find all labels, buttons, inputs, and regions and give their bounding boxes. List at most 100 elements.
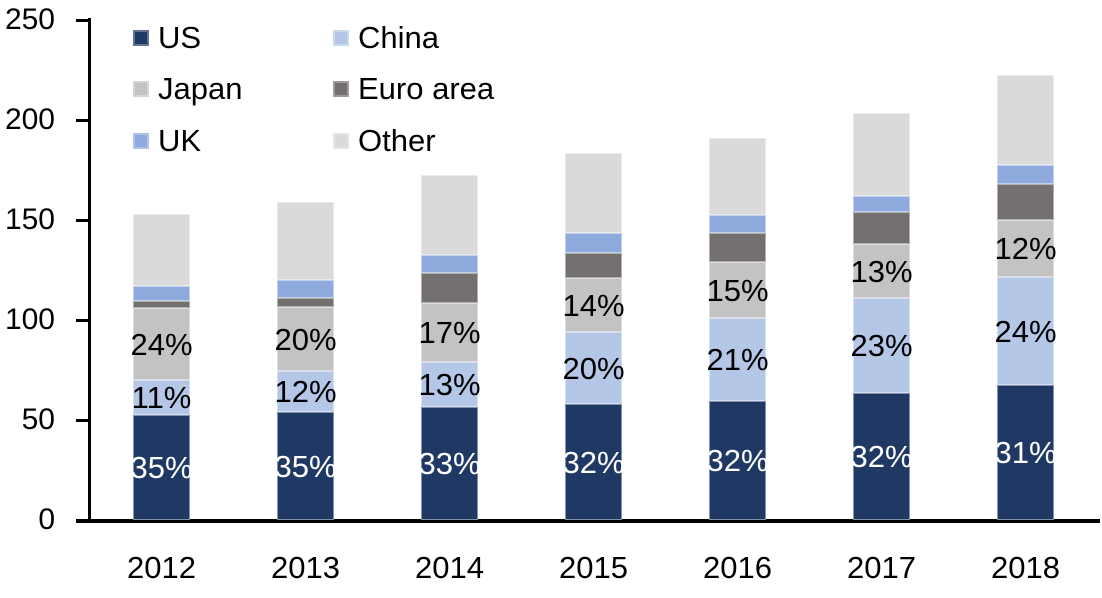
bar-segment-euro-area: [997, 184, 1054, 220]
x-axis-label-2017: 2017: [847, 550, 916, 585]
bar-segment-uk: [997, 165, 1054, 184]
y-axis-tick: [76, 218, 88, 222]
segment-percent-label: 33%: [418, 446, 481, 481]
bar-2018: 31% 24% 12%: [994, 75, 1057, 520]
segment-percent-label: 24%: [130, 326, 193, 362]
bar-segment-us: 32%: [850, 393, 913, 520]
bar-segment-us: 35%: [130, 415, 193, 520]
segment-percent-label: 35%: [274, 448, 337, 484]
y-axis-tick: [76, 18, 88, 22]
bar-segment-uk: [133, 286, 190, 301]
segment-percent-label: 15%: [706, 272, 769, 308]
bar-segment-uk: [565, 233, 622, 253]
legend-label: UK: [158, 123, 202, 158]
legend-swatch-china: [333, 30, 349, 46]
legend-item-euro-area: Euro area: [333, 73, 494, 105]
x-axis-label-2012: 2012: [127, 550, 196, 585]
bar-segment-japan: 14%: [562, 278, 625, 332]
bar-segment-japan: 12%: [994, 220, 1057, 277]
bar-segment-china: 23%: [850, 298, 913, 393]
bar-segment-euro-area: [277, 298, 334, 307]
bar-segment-china: 12%: [274, 371, 337, 412]
segment-percent-label: 13%: [418, 367, 481, 402]
bar-2016: 32% 21% 15%: [706, 138, 769, 520]
segment-percent-label: 31%: [994, 435, 1057, 470]
bar-segment-us: 32%: [706, 401, 769, 520]
bar-segment-other: [565, 153, 622, 233]
segment-percent-label: 24%: [994, 313, 1057, 349]
y-axis-tick-label: 100: [4, 303, 55, 336]
x-axis-label-2016: 2016: [703, 550, 772, 585]
segment-percent-label: 32%: [850, 439, 913, 474]
bar-segment-china: 11%: [131, 380, 192, 415]
segment-percent-label: 23%: [850, 328, 913, 363]
bar-segment-us: 32%: [562, 404, 625, 520]
segment-percent-label: 35%: [130, 450, 193, 485]
legend-item-other: Other: [333, 125, 436, 157]
legend-label: US: [158, 20, 202, 55]
bar-segment-other: [709, 138, 766, 215]
legend-item-us: US: [133, 22, 201, 54]
segment-percent-label: 14%: [562, 287, 625, 323]
bar-segment-other: [133, 214, 190, 286]
bar-segment-other: [277, 202, 334, 280]
y-axis-tick-label: 0: [38, 503, 55, 536]
legend-label: Other: [358, 123, 436, 158]
legend-label: China: [358, 20, 439, 55]
y-axis-tick: [76, 118, 88, 122]
legend-item-china: China: [333, 22, 439, 54]
y-axis-line: [88, 18, 91, 522]
bar-2015: 32% 20% 14%: [562, 153, 625, 520]
y-axis-tick-label: 50: [21, 403, 55, 436]
segment-percent-label: 13%: [850, 253, 913, 289]
x-axis-label-2015: 2015: [559, 550, 628, 585]
legend-swatch-uk: [133, 133, 149, 149]
bar-segment-china: 21%: [706, 318, 769, 401]
bar-segment-uk: [853, 196, 910, 212]
bar-segment-euro-area: [853, 212, 910, 244]
x-axis-label-2014: 2014: [415, 550, 484, 585]
x-axis-label-2013: 2013: [271, 550, 340, 585]
bar-segment-euro-area: [565, 253, 622, 278]
bar-segment-euro-area: [421, 273, 478, 303]
legend-item-japan: Japan: [133, 73, 242, 105]
bar-2014: 33% 13% 17%: [418, 175, 481, 520]
bar-segment-china: 24%: [994, 277, 1057, 385]
bar-segment-uk: [277, 280, 334, 298]
segment-percent-label: 32%: [706, 443, 769, 478]
y-axis-tick-label: 250: [4, 3, 55, 36]
legend-swatch-us: [133, 30, 149, 46]
bar-2013: 35% 12% 20%: [274, 202, 337, 520]
y-axis-tick-label: 200: [4, 103, 55, 136]
bar-segment-euro-area: [133, 301, 190, 308]
legend-item-uk: UK: [133, 125, 201, 157]
bar-segment-euro-area: [709, 233, 766, 262]
segment-percent-label: 20%: [274, 321, 337, 357]
segment-percent-label: 11%: [131, 380, 192, 415]
segment-percent-label: 32%: [562, 444, 625, 480]
x-axis-line: [76, 519, 1100, 523]
bar-segment-other: [853, 113, 910, 196]
bar-segment-japan: 20%: [274, 307, 337, 371]
y-axis-tick: [76, 318, 88, 322]
x-axis-label-2018: 2018: [991, 550, 1060, 585]
bar-segment-china: 20%: [562, 332, 625, 404]
bar-segment-uk: [709, 215, 766, 233]
bar-segment-us: 35%: [274, 412, 337, 520]
segment-percent-label: 17%: [418, 315, 481, 350]
y-axis-tick-label: 150: [4, 203, 55, 236]
legend-label: Japan: [158, 71, 243, 106]
legend-swatch-euro-area: [333, 81, 349, 97]
bar-2017: 32% 23% 13%: [850, 113, 913, 520]
bar-segment-china: 13%: [418, 362, 481, 407]
legend-swatch-japan: [133, 81, 149, 97]
legend-label: Euro area: [358, 71, 495, 106]
y-axis-tick: [76, 518, 88, 522]
y-axis-tick: [76, 418, 88, 422]
bar-segment-us: 33%: [418, 407, 481, 520]
bar-segment-japan: 24%: [130, 308, 193, 380]
bar-segment-uk: [421, 255, 478, 273]
segment-percent-label: 12%: [274, 374, 337, 409]
bar-segment-other: [421, 175, 478, 255]
